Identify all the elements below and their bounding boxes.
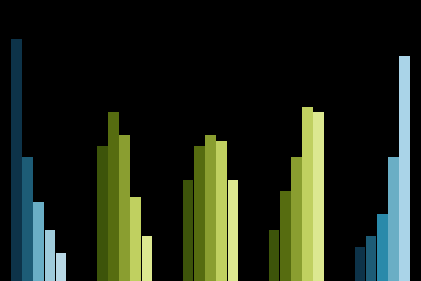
Bar [377,214,388,281]
Bar [119,135,130,281]
Bar [33,202,44,281]
Bar [194,146,205,281]
Bar [11,39,21,281]
Bar [56,253,66,281]
Bar [45,230,55,281]
Bar [354,247,365,281]
Bar [216,140,227,281]
Bar [366,236,376,281]
Bar [131,197,141,281]
Bar [400,56,410,281]
Bar [97,146,107,281]
Bar [227,180,238,281]
Bar [291,157,302,281]
Bar [205,135,216,281]
Bar [141,236,152,281]
Bar [280,191,290,281]
Bar [314,112,324,281]
Bar [269,230,280,281]
Bar [22,157,33,281]
Bar [108,112,119,281]
Bar [183,180,194,281]
Bar [388,157,399,281]
Bar [302,107,313,281]
